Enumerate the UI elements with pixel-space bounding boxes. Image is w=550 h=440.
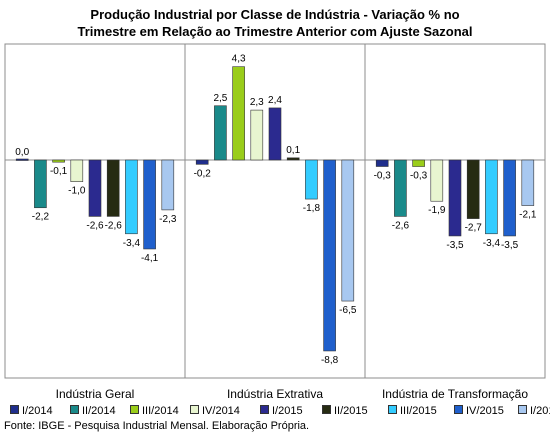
legend-label: IV/2014	[202, 405, 240, 417]
chart-title-line-1: Produção Industrial por Classe de Indúst…	[90, 7, 460, 22]
data-label: -2,6	[392, 220, 410, 231]
bar	[305, 159, 318, 200]
bar	[106, 159, 120, 217]
legend-label: IV/2015	[466, 405, 504, 417]
legend-swatch	[322, 405, 331, 414]
data-label: -0,1	[50, 166, 68, 177]
legend-swatch	[190, 405, 199, 414]
data-label: -1,9	[428, 205, 446, 216]
data-label: -0,3	[410, 171, 428, 182]
data-label: -3,5	[446, 240, 464, 251]
data-label: -6,5	[339, 305, 357, 316]
legend-item: IV/2015	[454, 404, 504, 418]
bar	[125, 159, 138, 235]
data-label: 2,4	[268, 95, 282, 106]
legend-label: II/2014	[82, 405, 116, 417]
bar	[15, 158, 29, 161]
bar	[143, 159, 156, 250]
bar	[195, 159, 209, 165]
data-label: -1,8	[303, 203, 321, 214]
legend-item: III/2015	[388, 404, 437, 418]
bar	[485, 159, 498, 235]
bar	[88, 159, 102, 217]
bar	[341, 159, 355, 302]
data-label: -0,2	[194, 168, 212, 179]
data-label: -1,0	[68, 186, 86, 197]
bar	[34, 159, 47, 209]
legend-label: I/2016	[530, 405, 550, 417]
data-label: -8,8	[321, 355, 339, 366]
bar	[52, 159, 65, 163]
data-label: 0,0	[15, 147, 29, 158]
bar	[161, 159, 175, 211]
bar	[214, 105, 227, 161]
legend-item: IV/2014	[190, 404, 240, 418]
data-label: -2,3	[159, 214, 177, 225]
bar	[70, 159, 84, 183]
legend-label: II/2015	[334, 405, 368, 417]
data-label: -0,3	[374, 171, 392, 182]
legend-item: I/2016	[518, 404, 550, 418]
legend-item: I/2015	[260, 404, 303, 418]
bar	[375, 159, 389, 167]
legend-swatch	[10, 405, 19, 414]
bar	[466, 159, 480, 219]
data-label: -2,6	[105, 220, 123, 231]
bar	[286, 157, 300, 161]
data-label: -4,1	[141, 253, 159, 264]
legend-label: III/2014	[142, 405, 179, 417]
data-label: -3,5	[501, 240, 519, 251]
bar	[250, 109, 264, 161]
chart-legend: I/2014 II/2014 III/2014 IV/2014 I/2015 II/201…	[10, 404, 550, 418]
data-label: 4,3	[232, 54, 246, 65]
data-label: -2,2	[32, 212, 50, 223]
bar	[394, 159, 407, 217]
data-label: -2,7	[465, 223, 483, 234]
chart-title-line-2: Trimestre em Relação ao Trimestre Anteri…	[77, 24, 473, 39]
data-label: 2,3	[250, 97, 264, 108]
bar	[503, 159, 516, 237]
legend-swatch	[130, 405, 139, 414]
legend-swatch	[454, 405, 463, 414]
bar	[268, 107, 282, 161]
legend-item: II/2014	[70, 404, 116, 418]
legend-swatch	[70, 405, 79, 414]
legend-swatch	[388, 405, 397, 414]
source-footer: Fonte: IBGE - Pesquisa Industrial Mensal…	[4, 420, 310, 432]
plot-border	[4, 43, 546, 379]
bar	[323, 159, 336, 352]
data-label: 2,5	[213, 93, 227, 104]
legend-label: III/2015	[400, 405, 437, 417]
legend-swatch	[260, 405, 269, 414]
category-label: Indústria Extrativa	[227, 387, 323, 401]
bar	[521, 159, 535, 206]
bar	[448, 159, 462, 237]
legend-label: I/2015	[272, 405, 303, 417]
data-label: -3,4	[123, 238, 141, 249]
bar	[430, 159, 444, 202]
legend-item: I/2014	[10, 404, 53, 418]
data-label: -3,4	[483, 238, 501, 249]
bar	[232, 66, 245, 161]
legend-swatch	[518, 405, 527, 414]
legend-item: II/2015	[322, 404, 368, 418]
chart-title: Produção Industrial por Classe de Indúst…	[0, 6, 550, 40]
data-label: 0,1	[286, 145, 300, 156]
data-label: -2,6	[86, 220, 104, 231]
bar	[412, 159, 425, 167]
category-label: Indústria de Transformação	[382, 387, 528, 401]
data-label: -2,1	[519, 210, 537, 221]
category-label: Indústria Geral	[56, 387, 135, 401]
legend-label: I/2014	[22, 405, 53, 417]
legend-item: III/2014	[130, 404, 179, 418]
